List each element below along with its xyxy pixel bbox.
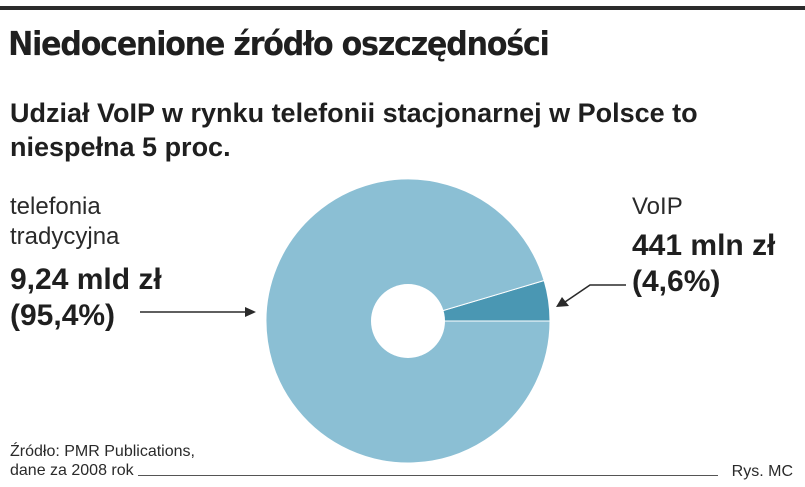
slice-value-text-traditional: 9,24 mld zł xyxy=(10,263,162,296)
top-rule xyxy=(0,6,805,10)
source-note: Źródło: PMR Publications, dane za 2008 r… xyxy=(10,442,195,480)
slice-label-traditional: telefonia tradycyjna xyxy=(10,193,120,250)
slice-percent-traditional: (95,4%) xyxy=(10,299,116,332)
slice-label-voip: VoIP xyxy=(632,193,683,220)
arrow-voip xyxy=(564,284,626,303)
slice-value-traditional: 9,24 mld zł (95,4%) xyxy=(10,262,210,334)
source-line-2: dane za 2008 rok xyxy=(10,462,134,479)
chart-subtitle: Udział VoIP w rynku telefonii stacjonarn… xyxy=(10,98,698,162)
arrow-voip-head xyxy=(556,297,569,307)
slice-value-text-voip: 441 mln zł xyxy=(632,229,776,262)
slice-value-voip: 441 mln zł (4,6%) xyxy=(632,228,802,300)
source-line-1: Źródło: PMR Publications, xyxy=(10,443,195,460)
slice-percent-voip: (4,6%) xyxy=(632,265,721,298)
chart-title: Niedocenione źródło oszczędności xyxy=(8,24,550,63)
arrow-traditional-head xyxy=(245,307,256,317)
donut-hole xyxy=(371,284,445,358)
bottom-rule xyxy=(138,475,718,476)
credit: Rys. MC xyxy=(731,463,793,480)
